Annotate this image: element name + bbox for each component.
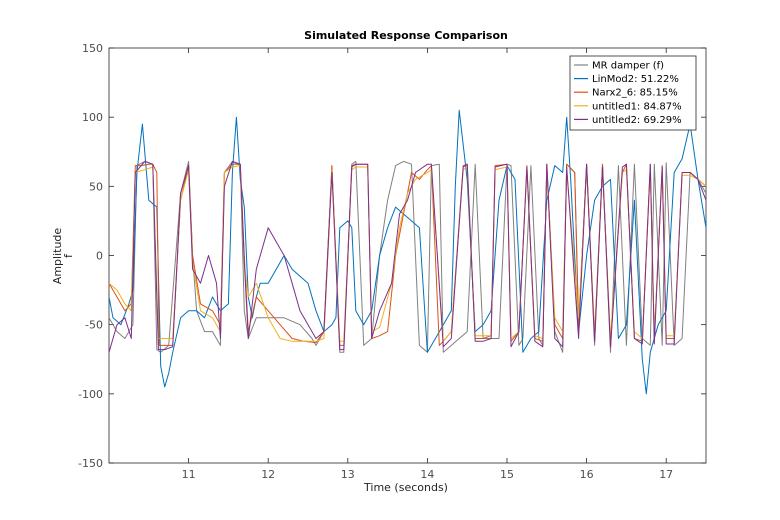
x-tick-label: 11 xyxy=(182,468,196,481)
x-axis: 11 12 13 14 15 16 17 xyxy=(182,48,673,481)
y-tick-label: 100 xyxy=(82,111,103,124)
x-tick-label: 13 xyxy=(341,468,355,481)
legend-entry: untitled2: 69.29% xyxy=(592,115,682,126)
legend-entry: LinMod2: 51.22% xyxy=(592,74,679,85)
x-tick-label: 12 xyxy=(261,468,275,481)
legend-entry: untitled1: 84.87% xyxy=(592,101,682,112)
legend-entry: MR damper (f) xyxy=(592,61,664,72)
legend: MR damper (f) LinMod2: 51.22% Narx2_6: 85.… xyxy=(569,55,697,131)
series-layer xyxy=(109,109,706,395)
y-tick-label: -50 xyxy=(85,319,103,332)
legend-box xyxy=(569,55,697,131)
x-tick-label: 15 xyxy=(500,468,514,481)
y-tick-label: 50 xyxy=(89,180,103,193)
x-axis-title: Time (seconds) xyxy=(363,481,448,494)
y-tick-label: -150 xyxy=(78,457,103,470)
chart-title: Simulated Response Comparison xyxy=(304,29,508,42)
legend-entry: Narx2_6: 85.15% xyxy=(592,88,678,99)
series-line-2 xyxy=(109,109,706,395)
y-tick-label: 0 xyxy=(96,250,103,263)
x-tick-label: 16 xyxy=(580,468,594,481)
series-line-5 xyxy=(109,160,706,353)
x-tick-label: 17 xyxy=(659,468,673,481)
x-tick-label: 14 xyxy=(420,468,434,481)
y-axis-subtitle: f xyxy=(62,253,75,258)
y-axis-title: Amplitude xyxy=(51,228,64,285)
y-tick-label: 150 xyxy=(82,42,103,55)
y-tick-label: -100 xyxy=(78,388,103,401)
y-axis: -150 -100 -50 0 50 100 150 xyxy=(78,42,706,470)
